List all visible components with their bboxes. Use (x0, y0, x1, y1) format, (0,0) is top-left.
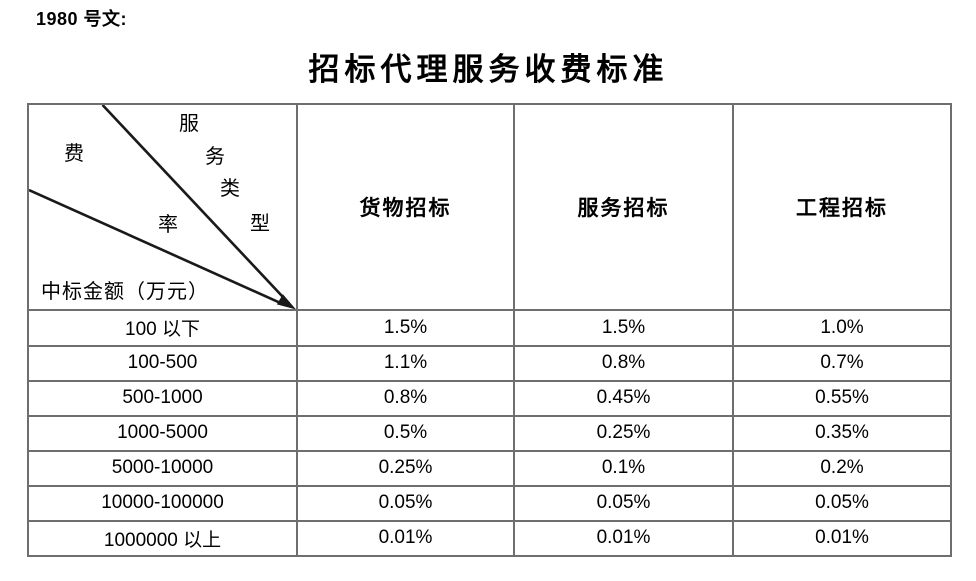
corner-rate-label-char: 率 (158, 214, 178, 236)
corner-header-cell: 服 务 类 型 费 率 中标金额（万元） (27, 102, 298, 312)
rate-cell: 0.01% (296, 519, 515, 558)
column-header-service: 服务招标 (513, 102, 734, 312)
rate-cell: 0.8% (513, 344, 734, 382)
rate-cell: 0.05% (513, 484, 734, 522)
column-header-engineering: 工程招标 (732, 102, 952, 312)
table-row: 10000-100000 0.05% 0.05% 0.05% (27, 484, 952, 522)
table-header-row: 服 务 类 型 费 率 中标金额（万元） 货物招标 服务招标 工程招标 (27, 102, 952, 312)
table-row: 100-500 1.1% 0.8% 0.7% (27, 344, 952, 382)
table-row: 1000-5000 0.5% 0.25% 0.35% (27, 414, 952, 452)
table-row: 100 以下 1.5% 1.5% 1.0% (27, 309, 952, 347)
amount-range-cell: 500-1000 (27, 379, 298, 417)
diagonal-divider-lines-icon (30, 106, 295, 309)
amount-range-cell: 5000-10000 (27, 449, 298, 487)
table-row: 1000000 以上 0.01% 0.01% 0.01% (27, 519, 952, 558)
rate-cell: 0.35% (732, 414, 952, 452)
rate-cell: 1.5% (513, 309, 734, 347)
rate-cell: 0.55% (732, 379, 952, 417)
rate-cell: 0.8% (296, 379, 515, 417)
fee-standard-table: 服 务 类 型 费 率 中标金额（万元） 货物招标 服务招标 工程招标 100 … (27, 102, 952, 558)
rate-cell: 0.5% (296, 414, 515, 452)
corner-amount-label: 中标金额（万元） (41, 281, 209, 303)
column-header-goods: 货物招标 (296, 102, 515, 312)
rate-cell: 0.45% (513, 379, 734, 417)
rate-cell: 0.2% (732, 449, 952, 487)
rate-cell: 1.1% (296, 344, 515, 382)
rate-cell: 1.5% (296, 309, 515, 347)
amount-range-cell: 1000-5000 (27, 414, 298, 452)
corner-rate-label-char: 费 (64, 143, 84, 165)
rate-cell: 0.25% (513, 414, 734, 452)
amount-range-cell: 100-500 (27, 344, 298, 382)
page-title: 招标代理服务收费标准 (308, 52, 669, 87)
amount-range-cell: 100 以下 (27, 309, 298, 347)
rate-cell: 0.7% (732, 344, 952, 382)
corner-type-label-char: 务 (205, 146, 225, 168)
table-row: 500-1000 0.8% 0.45% 0.55% (27, 379, 952, 417)
amount-range-cell: 10000-100000 (27, 484, 298, 522)
rate-cell: 0.01% (513, 519, 734, 558)
rate-cell: 1.0% (732, 309, 952, 347)
rate-cell: 0.05% (296, 484, 515, 522)
corner-type-label-char: 型 (250, 213, 270, 235)
doc-number-label: 1980 号文: (36, 9, 128, 29)
amount-range-cell: 1000000 以上 (27, 519, 298, 558)
rate-cell: 0.05% (732, 484, 952, 522)
corner-type-label-char: 类 (220, 178, 240, 200)
rate-cell: 0.25% (296, 449, 515, 487)
rate-cell: 0.1% (513, 449, 734, 487)
rate-cell: 0.01% (732, 519, 952, 558)
corner-type-label-char: 服 (179, 113, 199, 135)
table-row: 5000-10000 0.25% 0.1% 0.2% (27, 449, 952, 487)
